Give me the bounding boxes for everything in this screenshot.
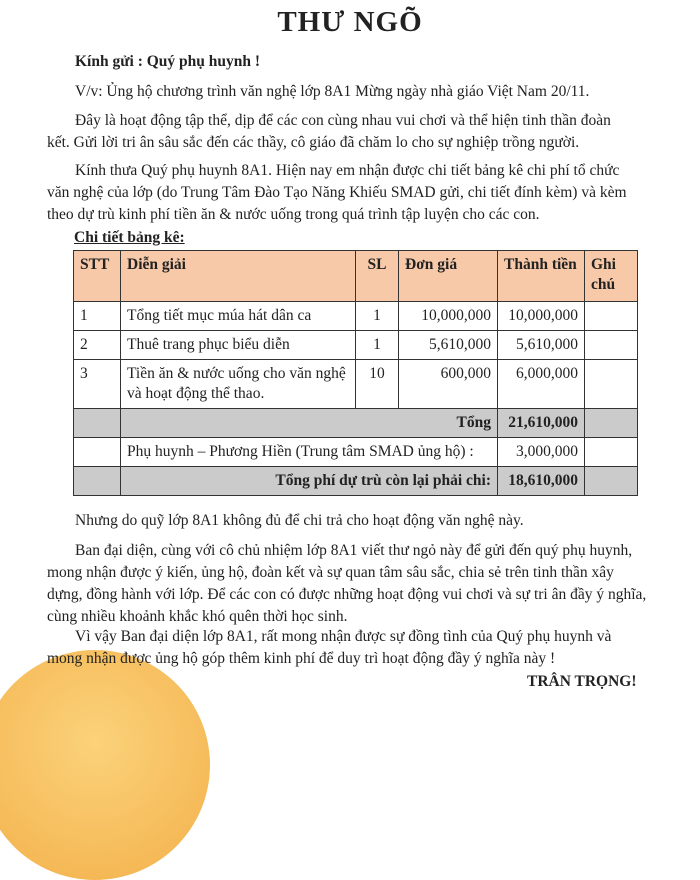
cell-note — [584, 301, 638, 331]
paragraph-5-line-2: mong nhận được ủng hộ góp thêm kinh phí … — [47, 650, 556, 667]
cell-quantity: 1 — [355, 301, 399, 331]
empty-cell — [584, 466, 638, 496]
header-quantity: SL — [355, 250, 399, 302]
header-unit-price: Đơn giá — [398, 250, 498, 302]
cell-note — [584, 359, 638, 409]
support-label: Phụ huynh – Phương Hiền (Trung tâm SMAD … — [120, 437, 498, 467]
paragraph-3: Nhưng do quỹ lớp 8A1 không đủ để chi trả… — [75, 512, 524, 529]
paragraph-1-line-2: kết. Gửi lời tri ân sâu sắc đến các thầy… — [47, 134, 580, 151]
cell-note — [584, 330, 638, 360]
sum-value: 21,610,000 — [497, 408, 585, 438]
table-row: 3 Tiền ăn & nước uống cho văn nghệ và ho… — [73, 359, 638, 409]
paragraph-4-line-4: cùng nhiều khoảnh khắc khó quên thời học… — [47, 608, 348, 625]
paragraph-4-line-2: mong nhận được ý kiến, ủng hộ, đoàn kết … — [47, 564, 614, 581]
empty-cell — [73, 437, 121, 467]
paragraph-4-line-1: Ban đại diện, cùng với cô chủ nhiệm lớp … — [75, 542, 633, 559]
table-row: 1 Tổng tiết mục múa hát dân ca 1 10,000,… — [73, 301, 638, 331]
empty-cell — [584, 437, 638, 467]
cell-unit-price: 600,000 — [398, 359, 498, 409]
header-stt: STT — [73, 250, 121, 302]
header-note: Ghi chú — [584, 250, 638, 302]
cell-stt: 3 — [73, 359, 121, 409]
cell-amount: 6,000,000 — [497, 359, 585, 409]
table-header-row: STT Diễn giải SL Đơn giá Thành tiền Ghi … — [73, 250, 638, 302]
table-row: 2 Thuê trang phục biểu diễn 1 5,610,000 … — [73, 330, 638, 360]
paragraph-2-line-3: theo dự trù kinh phí tiền ăn & nước uống… — [47, 206, 540, 223]
cell-stt: 2 — [73, 330, 121, 360]
cell-amount: 10,000,000 — [497, 301, 585, 331]
support-row: Phụ huynh – Phương Hiền (Trung tâm SMAD … — [73, 437, 638, 467]
table-title: Chi tiết bảng kê: — [74, 229, 185, 246]
cell-quantity: 10 — [355, 359, 399, 409]
empty-cell — [73, 466, 121, 496]
cell-unit-price: 10,000,000 — [398, 301, 498, 331]
cell-quantity: 1 — [355, 330, 399, 360]
empty-cell — [584, 408, 638, 438]
cost-table: STT Diễn giải SL Đơn giá Thành tiền Ghi … — [73, 250, 638, 496]
greeting: Kính gửi : Quý phụ huynh ! — [75, 53, 261, 70]
paragraph-5-line-1: Vì vậy Ban đại diện lớp 8A1, rất mong nh… — [75, 628, 612, 645]
cell-amount: 5,610,000 — [497, 330, 585, 360]
cell-description: Tiền ăn & nước uống cho văn nghệ và hoạt… — [120, 359, 356, 409]
sum-row: Tổng 21,610,000 — [73, 408, 638, 438]
remaining-value: 18,610,000 — [497, 466, 585, 496]
subject-line: V/v: Ủng hộ chương trình văn nghệ lớp 8A… — [75, 83, 590, 100]
letter-title: THƯ NGÕ — [277, 6, 423, 38]
paragraph-1-line-1: Đây là hoạt động tập thể, dịp để các con… — [75, 112, 611, 129]
closing-signature: TRÂN TRỌNG! — [527, 673, 637, 690]
header-description: Diễn giải — [120, 250, 356, 302]
cell-unit-price: 5,610,000 — [398, 330, 498, 360]
sum-label: Tổng — [120, 408, 498, 438]
cell-description: Tổng tiết mục múa hát dân ca — [120, 301, 356, 331]
empty-cell — [73, 408, 121, 438]
cell-stt: 1 — [73, 301, 121, 331]
remaining-label: Tổng phí dự trù còn lại phải chi: — [120, 466, 498, 496]
cell-description: Thuê trang phục biểu diễn — [120, 330, 356, 360]
header-amount: Thành tiền — [497, 250, 585, 302]
support-value: 3,000,000 — [497, 437, 585, 467]
paragraph-4-line-3: dựng, đồng hành với lớp. Để các con có đ… — [47, 586, 647, 603]
paragraph-2-line-2: văn nghệ của lớp (do Trung Tâm Đào Tạo N… — [47, 184, 627, 201]
paragraph-2-line-1: Kính thưa Quý phụ huynh 8A1. Hiện nay em… — [75, 162, 620, 179]
remaining-row: Tổng phí dự trù còn lại phải chi: 18,610… — [73, 466, 638, 496]
decorative-orange-circle — [0, 650, 210, 880]
